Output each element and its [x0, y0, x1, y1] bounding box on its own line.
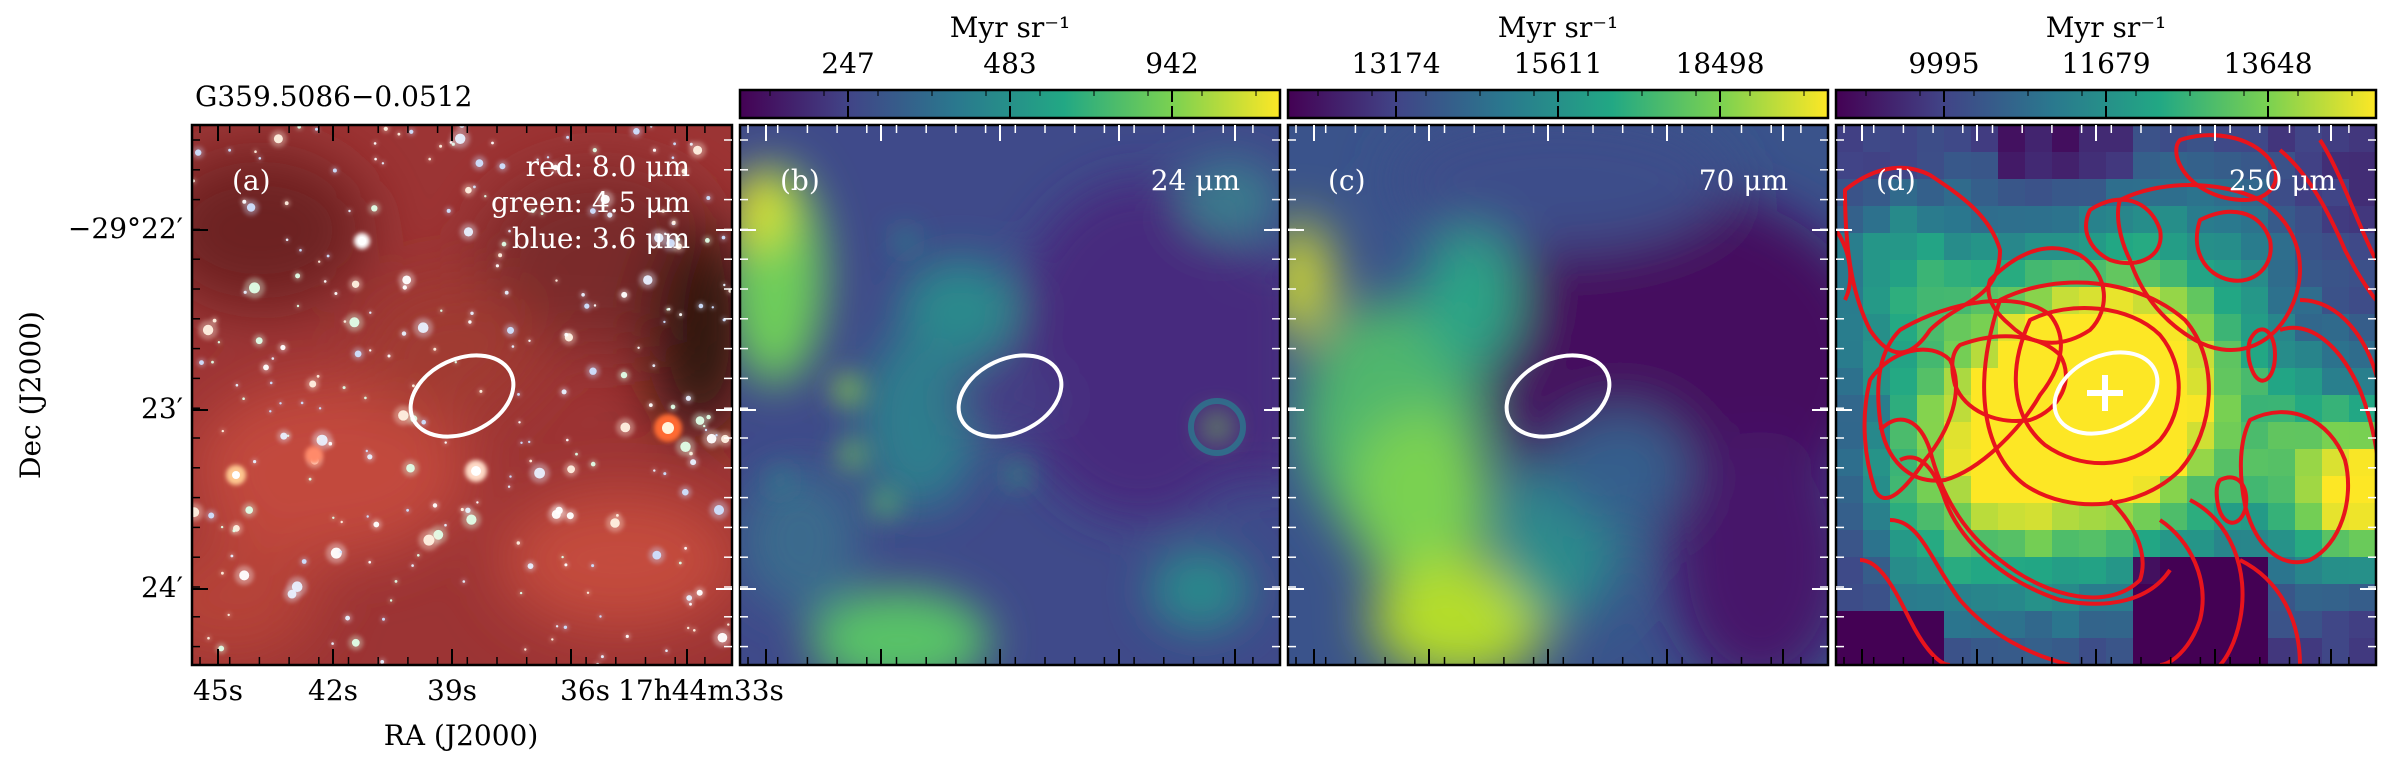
- panel-d-aperture-ellipse: [2052, 350, 2160, 436]
- panel-a-stars: [192, 125, 732, 665]
- panel-d-label: (d): [1876, 164, 1916, 197]
- panel-a-legend-green: green: 4.5 μm: [491, 186, 690, 219]
- panel-c-aperture-ellipse: [1504, 353, 1612, 439]
- panel-a-nebulosity: [192, 150, 732, 660]
- colorbar-d-unit: Myr sr⁻¹: [2046, 11, 2167, 44]
- source-name: G359.5086−0.0512: [195, 80, 472, 113]
- dec-tick-23: 23′: [141, 392, 183, 425]
- colorbar-c: Myr sr⁻¹ 13174 15611 18498: [1286, 11, 1830, 120]
- colorbar-b-tick-3: 942: [1145, 47, 1198, 80]
- panel-b-wavelength: 24 μm: [1151, 164, 1240, 197]
- panel-b-label: (b): [780, 164, 820, 197]
- panel-b: (b) 24 μm: [738, 123, 1282, 667]
- panel-d-peak-cross: [2087, 375, 2123, 411]
- colorbar-b-unit: Myr sr⁻¹: [950, 11, 1071, 44]
- panel-c-image: [1288, 125, 1828, 665]
- colorbar-b: Myr sr⁻¹ 247 483 942: [738, 11, 1282, 120]
- panel-b-aperture-ellipse: [956, 353, 1064, 439]
- ra-tick-36s: 36s: [560, 674, 610, 707]
- colorbar-b-tick-2: 483: [983, 47, 1036, 80]
- panel-d-image: [1836, 125, 2376, 665]
- colorbar-c-unit: Myr sr⁻¹: [1498, 11, 1619, 44]
- colorbar-b-tick-1: 247: [821, 47, 874, 80]
- panel-a-label: (a): [232, 164, 271, 197]
- ra-tick-42s: 42s: [308, 674, 358, 707]
- panel-a-frame: [190, 123, 734, 667]
- colorbar-d-tick-2: 11679: [2061, 47, 2150, 80]
- dec-tick-24: 24′: [141, 571, 183, 604]
- panel-d-frame: [1834, 123, 2378, 667]
- axis-ticks: [192, 125, 2376, 665]
- panel-a-aperture-ellipse: [408, 353, 516, 439]
- panel-b-frame: [738, 123, 1282, 667]
- panel-c-label: (c): [1328, 164, 1366, 197]
- panel-d-wavelength: 250 μm: [2229, 164, 2336, 197]
- colorbar-d: Myr sr⁻¹ 9995 11679 13648: [1834, 11, 2378, 120]
- panel-a-legend-blue: blue: 3.6 μm: [512, 222, 690, 255]
- panel-d: (d) 250 μm: [1834, 123, 2378, 667]
- panel-a-bright-sources: [226, 233, 682, 485]
- colorbar-c-tick-1: 13174: [1351, 47, 1440, 80]
- x-axis-label: RA (J2000): [384, 719, 539, 752]
- panel-a: (a) red: 8.0 μm green: 4.5 μm blue: 3.6 …: [190, 123, 734, 667]
- y-axis-label: Dec (J2000): [14, 311, 47, 479]
- panel-c-wavelength: 70 μm: [1699, 164, 1788, 197]
- colorbar-c-tick-3: 18498: [1675, 47, 1764, 80]
- ra-tick-39s: 39s: [427, 674, 477, 707]
- panel-c: (c) 70 μm: [1286, 123, 1830, 667]
- colorbar-c-tick-2: 15611: [1513, 47, 1602, 80]
- panel-d-contours: [1836, 133, 2376, 665]
- dec-tick-22: −29°22′: [68, 212, 183, 245]
- colorbar-d-tick-3: 13648: [2223, 47, 2312, 80]
- panel-a-legend-red: red: 8.0 μm: [526, 150, 690, 183]
- panel-b-image: [740, 125, 1280, 665]
- colorbar-d-tick-1: 9995: [1908, 47, 1979, 80]
- panel-c-frame: [1286, 123, 1830, 667]
- ra-tick-45s: 45s: [193, 674, 243, 707]
- ra-tick-33s: 17h44m33s: [618, 674, 784, 707]
- panel-a-image: [192, 125, 732, 665]
